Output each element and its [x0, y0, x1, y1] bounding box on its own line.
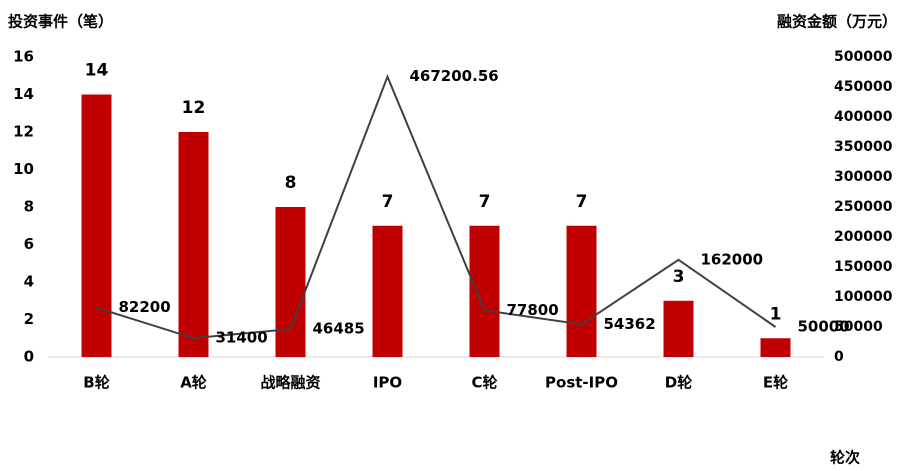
- y-tick-label: 14: [13, 85, 34, 103]
- y2-tick-label: 450000: [834, 79, 893, 95]
- x-tick-label: E轮: [763, 374, 788, 392]
- y-tick-label: 2: [24, 310, 34, 328]
- y2-tick-label: 200000: [834, 229, 893, 245]
- bar-value-label: 7: [479, 192, 491, 212]
- bar: [372, 225, 403, 357]
- bar-value-label: 1: [770, 304, 782, 324]
- line: [96, 73, 777, 340]
- y2-tick-label: 300000: [834, 169, 893, 185]
- x-tick-label: 战略融资: [260, 374, 320, 392]
- bar-value-label: 12: [182, 98, 206, 118]
- line-value-label: 50000: [798, 318, 850, 336]
- bar-value-label: 7: [382, 192, 394, 212]
- bar: [275, 207, 306, 357]
- y-tick-label: 0: [24, 348, 34, 366]
- y2-tick-label: 50000: [834, 319, 883, 335]
- x-axis-title: 轮次: [830, 449, 860, 467]
- line-value-label: 54362: [604, 315, 656, 333]
- y-tick-label: 6: [24, 235, 34, 253]
- y2-axis-title: 融资金额（万元）: [777, 13, 897, 31]
- y2-tick-label: 100000: [834, 289, 893, 305]
- line-value-label: 46485: [313, 320, 365, 338]
- x-tick-label: C轮: [471, 374, 497, 392]
- y-tick-label: 12: [13, 123, 34, 141]
- y2-tick-label: 350000: [834, 139, 893, 155]
- x-tick-label: IPO: [373, 374, 402, 392]
- line-value-label: 467200.56: [410, 67, 499, 85]
- bar-value-label: 7: [576, 192, 588, 212]
- y2-tick-label: 250000: [834, 199, 893, 215]
- x-tick-label: A轮: [180, 374, 207, 392]
- y-axis-title: 投资事件（笔）: [8, 13, 113, 31]
- y-tick-label: 16: [13, 48, 34, 66]
- bar: [178, 132, 209, 357]
- y2-tick-label: 400000: [834, 109, 893, 125]
- line-value-label: 77800: [507, 301, 559, 319]
- x-tick-label: D轮: [665, 374, 692, 392]
- bar: [760, 338, 791, 357]
- line-value-label: 82200: [119, 298, 171, 316]
- line-value-label: 162000: [701, 250, 764, 268]
- y2-tick-label: 0: [834, 349, 844, 365]
- bar: [81, 94, 112, 357]
- y-tick-label: 8: [24, 198, 34, 216]
- y-tick-label: 4: [24, 273, 34, 291]
- bar: [566, 225, 597, 357]
- bar: [663, 300, 694, 357]
- y-tick-label: 10: [13, 160, 34, 178]
- y2-tick-label: 150000: [834, 259, 893, 275]
- bar-value-label: 14: [85, 61, 109, 81]
- y2-tick-label: 500000: [834, 49, 893, 65]
- bar-value-label: 3: [673, 267, 685, 287]
- x-tick-label: Post-IPO: [545, 374, 618, 392]
- line-value-label: 31400: [216, 329, 268, 347]
- x-tick-label: B轮: [83, 374, 109, 392]
- bar-value-label: 8: [285, 173, 297, 193]
- bar: [469, 225, 500, 357]
